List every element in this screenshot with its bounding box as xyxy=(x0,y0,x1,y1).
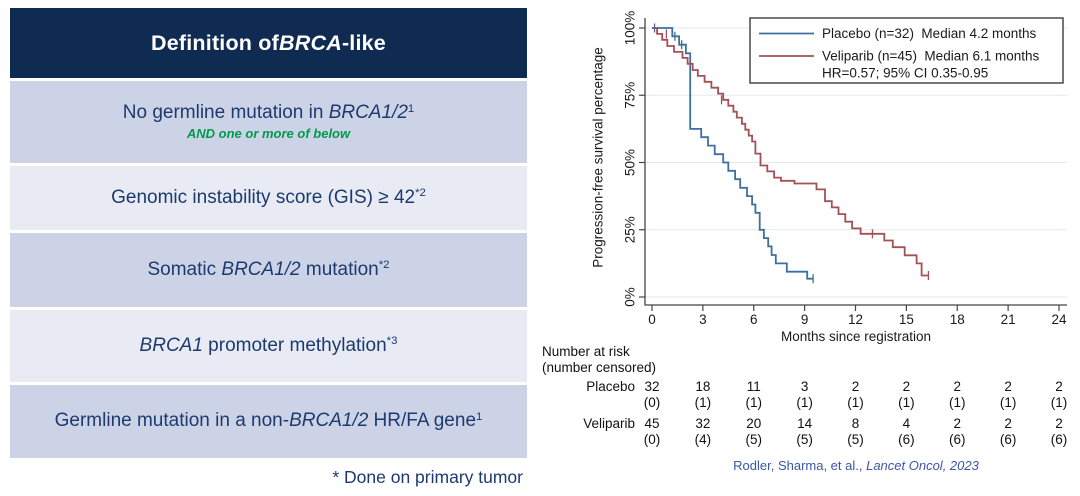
km-chart-panel: 0% 25% 50% 75% 100% 0 3 6 9 12 15 18 21 24 Months sinc… xyxy=(540,0,1080,496)
legend-hr-note: HR=0.57; 95% CI 0.35-0.95 xyxy=(822,66,988,81)
risk-censored-value: (1) xyxy=(847,394,864,410)
risk-censored-value: (0) xyxy=(643,394,661,410)
y-tick-label: 25% xyxy=(623,216,638,243)
risk-at-risk-value: 11 xyxy=(746,379,761,394)
definition-row-note: AND one or more of below xyxy=(186,126,351,142)
risk-at-risk-value: 2 xyxy=(851,379,860,394)
y-tick-label: 50% xyxy=(623,149,638,176)
risk-censored-value: (1) xyxy=(949,394,966,410)
risk-censored-value: (1) xyxy=(694,394,712,410)
risk-censored-value: (1) xyxy=(898,394,915,410)
x-tick-label: 9 xyxy=(801,312,809,327)
legend-box xyxy=(749,17,1064,84)
definition-row: Germline mutation in a non-BRCA1/2 HR/FA… xyxy=(10,385,527,458)
risk-censored-value: (4) xyxy=(694,431,712,447)
risk-censored-value: (1) xyxy=(745,394,763,410)
citation: Rodler, Sharma, et al., Lancet Oncol, 20… xyxy=(645,458,1067,473)
x-tick-label: 18 xyxy=(950,312,965,327)
risk-at-risk-value: 32 xyxy=(695,416,711,431)
definition-row: BRCA1 promoter methylation*3 xyxy=(10,310,527,382)
y-tick-label: 100% xyxy=(623,11,638,46)
risk-title-line1: Number at risk xyxy=(542,344,630,359)
definition-row-text: Genomic instability score (GIS) ≥ 42*2 xyxy=(111,186,426,208)
y-axis-title: Progression-free survival percentage xyxy=(591,47,606,268)
risk-censored-value: (6) xyxy=(949,431,966,447)
x-tick-label: 6 xyxy=(750,312,758,327)
risk-at-risk-value: 4 xyxy=(902,416,911,431)
definition-row: No germline mutation in BRCA1/21 AND one … xyxy=(10,81,527,163)
km-curve-placebo xyxy=(652,27,814,280)
risk-at-risk-value: 14 xyxy=(797,416,813,431)
definition-row: Genomic instability score (GIS) ≥ 42*2 xyxy=(10,166,527,230)
risk-at-risk-value: 2 xyxy=(953,379,962,394)
risk-censored-value: (6) xyxy=(999,431,1017,447)
risk-censored-value: (1) xyxy=(999,394,1017,410)
definition-row-text: No germline mutation in BRCA1/21 xyxy=(122,102,415,124)
risk-at-risk-value: 18 xyxy=(695,379,711,394)
risk-at-risk-value: 3 xyxy=(800,379,809,394)
risk-censored-value: (6) xyxy=(898,431,915,447)
risk-title-line2: (number censored) xyxy=(542,360,657,375)
risk-at-risk-value: 8 xyxy=(851,416,860,431)
risk-at-risk-value: 2 xyxy=(1055,379,1063,394)
table-header: Definition of BRCA -like xyxy=(10,8,527,78)
definition-row-text: BRCA1 promoter methylation*3 xyxy=(139,334,398,356)
risk-at-risk-value: 2 xyxy=(953,416,962,431)
x-tick-label: 12 xyxy=(848,312,863,327)
y-tick-label: 0% xyxy=(623,287,638,307)
risk-censored-value: (0) xyxy=(643,431,661,447)
risk-censored-value: (5) xyxy=(745,431,763,447)
brca-definition-table: Definition of BRCA -like No germline muta… xyxy=(10,8,527,488)
x-tick-label: 15 xyxy=(899,312,914,327)
risk-at-risk-value: 2 xyxy=(1055,416,1063,431)
table-rows: No germline mutation in BRCA1/21 AND one … xyxy=(10,81,527,458)
risk-at-risk-value: 45 xyxy=(644,416,660,431)
legend-label: Veliparib (n=45) Median 6.1 months xyxy=(822,49,1040,64)
risk-censored-value: (1) xyxy=(1050,394,1068,410)
risk-censored-value: (5) xyxy=(796,431,813,447)
km-curve-veliparib xyxy=(652,27,929,277)
definition-row-text: Germline mutation in a non-BRCA1/2 HR/FA… xyxy=(54,410,483,432)
risk-censored-value: (6) xyxy=(1050,431,1068,447)
x-tick-label: 21 xyxy=(1001,312,1016,327)
citation-authors: Rodler, Sharma, et al., xyxy=(733,458,867,473)
axis-frame xyxy=(644,18,1067,306)
x-axis-title: Months since registration xyxy=(781,329,931,344)
risk-censored-value: (5) xyxy=(847,431,864,447)
table-footnote: * Done on primary tumor xyxy=(332,467,523,487)
x-tick-label: 24 xyxy=(1051,312,1067,327)
risk-at-risk-value: 32 xyxy=(644,379,660,394)
legend-label: Placebo (n=32) Median 4.2 months xyxy=(822,26,1037,41)
risk-row-label: Veliparib xyxy=(583,416,635,431)
y-tick-label: 75% xyxy=(623,82,638,109)
citation-journal: Lancet Oncol, 2023 xyxy=(866,458,979,473)
km-plot-svg: 0% 25% 50% 75% 100% 0 3 6 9 12 15 18 21 24 Months sinc… xyxy=(591,11,1067,344)
risk-row-label: Placebo xyxy=(586,379,635,394)
risk-at-risk-value: 2 xyxy=(1004,379,1012,394)
x-tick-label: 0 xyxy=(648,312,656,327)
risk-at-risk-value: 2 xyxy=(902,379,911,394)
definition-row-text: Somatic BRCA1/2 mutation*2 xyxy=(147,258,390,280)
risk-table-title: Number at risk (number censored) xyxy=(542,344,656,376)
risk-at-risk-value: 20 xyxy=(746,416,762,431)
risk-censored-value: (1) xyxy=(796,394,813,410)
definition-row: Somatic BRCA1/2 mutation*2 xyxy=(10,233,527,307)
x-tick-label: 3 xyxy=(699,312,707,327)
risk-at-risk-value: 2 xyxy=(1004,416,1012,431)
